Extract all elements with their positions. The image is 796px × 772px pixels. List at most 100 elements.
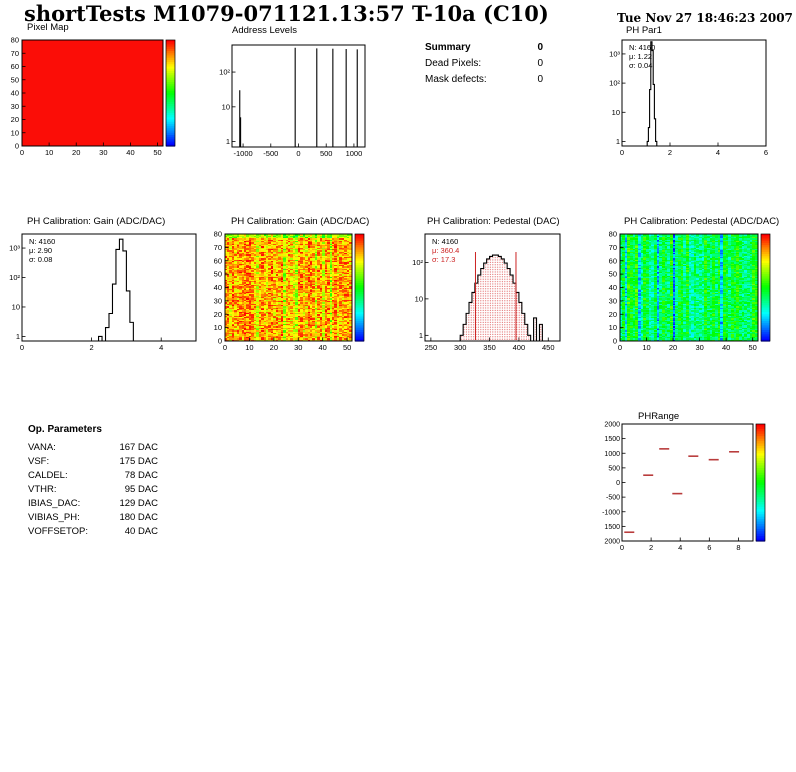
param-name: VIBIAS_PH:	[28, 512, 80, 523]
op-row-voffsetop: VOFFSETOP: 40 DAC	[28, 526, 158, 537]
svg-text:1500: 1500	[604, 436, 620, 443]
svg-text:N: 4160: N: 4160	[629, 43, 655, 52]
svg-text:40: 40	[126, 148, 134, 157]
svg-text:40: 40	[11, 89, 19, 98]
svg-text:20: 20	[72, 148, 80, 157]
op-row-caldel: CALDEL: 78 DAC	[28, 470, 158, 481]
svg-text:50: 50	[214, 270, 222, 279]
pedestal-map-title: PH Calibration: Pedestal (ADC/DAC)	[624, 216, 780, 227]
param-name: IBIAS_DAC:	[28, 498, 81, 509]
svg-text:0: 0	[218, 337, 222, 346]
param-value: 175 DAC	[119, 456, 158, 467]
dead-pixels-value: 0	[537, 57, 543, 69]
svg-text:1: 1	[616, 137, 620, 146]
svg-text:-500: -500	[606, 495, 620, 502]
svg-text:10: 10	[12, 302, 20, 311]
param-value: 167 DAC	[119, 442, 158, 453]
param-name: CALDEL:	[28, 470, 68, 481]
svg-text:-500: -500	[263, 149, 278, 158]
svg-text:-1000: -1000	[233, 149, 252, 158]
svg-text:50: 50	[11, 75, 19, 84]
svg-text:10²: 10²	[609, 79, 620, 88]
svg-text:10³: 10³	[609, 49, 620, 58]
svg-text:60: 60	[214, 256, 222, 265]
svg-text:50: 50	[343, 343, 351, 352]
svg-text:10²: 10²	[9, 273, 20, 282]
svg-text:1: 1	[226, 137, 230, 146]
svg-text:0: 0	[20, 343, 24, 352]
svg-text:400: 400	[513, 343, 526, 352]
svg-text:10: 10	[245, 343, 253, 352]
param-value: 180 DAC	[119, 512, 158, 523]
svg-text:2: 2	[90, 343, 94, 352]
svg-text:N: 4160: N: 4160	[29, 237, 55, 246]
svg-text:30: 30	[695, 343, 703, 352]
svg-text:μ: 2.90: μ: 2.90	[29, 246, 52, 255]
svg-text:1000: 1000	[604, 451, 620, 458]
svg-text:450: 450	[542, 343, 555, 352]
svg-text:2: 2	[649, 543, 653, 552]
svg-text:10: 10	[612, 108, 620, 117]
mask-defects-row: Mask defects: 0	[425, 74, 543, 86]
mask-defects-label: Mask defects:	[425, 73, 487, 85]
svg-text:6: 6	[707, 543, 711, 552]
svg-text:40: 40	[319, 343, 327, 352]
svg-text:350: 350	[483, 343, 496, 352]
svg-text:500: 500	[608, 465, 620, 472]
svg-text:0: 0	[296, 149, 300, 158]
param-name: VTHR:	[28, 484, 57, 495]
svg-text:0: 0	[15, 142, 19, 151]
svg-text:σ: 0.08: σ: 0.08	[29, 255, 52, 264]
param-name: VOFFSETOP:	[28, 526, 89, 537]
svg-text:10²: 10²	[219, 68, 230, 77]
param-value: 129 DAC	[119, 498, 158, 509]
svg-text:70: 70	[214, 243, 222, 252]
summary-label: Summary	[425, 42, 471, 53]
summary-block: Summary 0 Dead Pixels: 0 Mask defects: 0	[425, 42, 543, 89]
svg-text:70: 70	[609, 243, 617, 252]
dead-pixels-row: Dead Pixels: 0	[425, 58, 543, 70]
pixel-map-canvas	[22, 40, 163, 146]
gain-map-title: PH Calibration: Gain (ADC/DAC)	[231, 216, 370, 227]
svg-text:10: 10	[214, 323, 222, 332]
svg-text:σ: 17.3: σ: 17.3	[432, 255, 455, 264]
svg-text:10: 10	[609, 323, 617, 332]
pixel-map-title: Pixel Map	[27, 22, 69, 33]
svg-text:0: 0	[613, 337, 617, 346]
param-value: 40 DAC	[124, 526, 158, 537]
svg-text:30: 30	[11, 102, 19, 111]
report-date: Tue Nov 27 18:46:23 2007	[617, 11, 793, 25]
svg-text:N: 4160: N: 4160	[432, 237, 458, 246]
svg-text:500: 500	[320, 149, 333, 158]
svg-text:2000: 2000	[604, 539, 620, 546]
svg-text:50: 50	[153, 148, 161, 157]
svg-text:50: 50	[749, 343, 757, 352]
pedestal-map-canvas	[620, 234, 758, 341]
svg-text:30: 30	[294, 343, 302, 352]
param-value: 95 DAC	[124, 484, 158, 495]
param-name: VANA:	[28, 442, 56, 453]
svg-text:40: 40	[609, 283, 617, 292]
svg-text:10: 10	[415, 294, 423, 303]
svg-text:10: 10	[642, 343, 650, 352]
svg-text:20: 20	[609, 310, 617, 319]
svg-text:0: 0	[223, 343, 227, 352]
svg-text:30: 30	[214, 296, 222, 305]
op-parameters-block: Op. Parameters VANA: 167 DAC VSF: 175 DA…	[28, 424, 158, 540]
pedestal-hist-title: PH Calibration: Pedestal (DAC)	[427, 216, 560, 227]
svg-text:0: 0	[620, 543, 624, 552]
svg-text:σ: 0.04: σ: 0.04	[629, 61, 652, 70]
svg-text:0: 0	[616, 480, 620, 487]
svg-text:80: 80	[609, 230, 617, 239]
svg-text:20: 20	[214, 310, 222, 319]
svg-text:0: 0	[620, 148, 624, 157]
svg-text:60: 60	[609, 256, 617, 265]
svg-text:20: 20	[669, 343, 677, 352]
param-value: 78 DAC	[124, 470, 158, 481]
svg-text:20: 20	[11, 115, 19, 124]
svg-text:6: 6	[764, 148, 768, 157]
ph-range-title: PHRange	[638, 411, 680, 422]
svg-text:4: 4	[678, 543, 682, 552]
op-parameters-title: Op. Parameters	[28, 424, 102, 435]
